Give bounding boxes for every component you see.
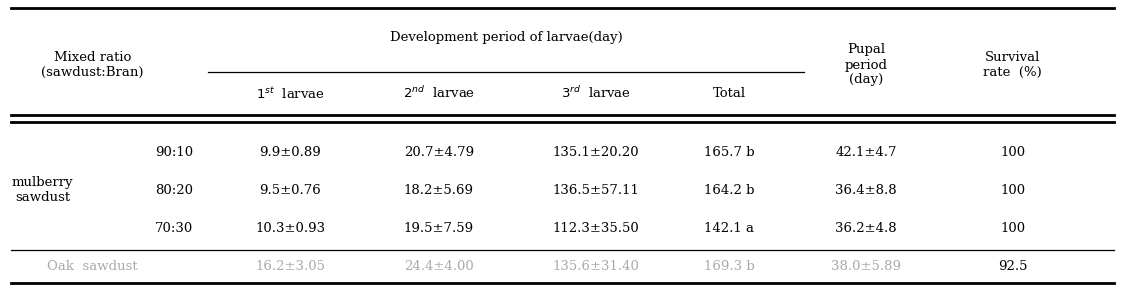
Text: $3^{rd}$  larvae: $3^{rd}$ larvae	[561, 86, 631, 102]
Text: 164.2 b: 164.2 b	[704, 184, 754, 197]
Text: Development period of larvae(day): Development period of larvae(day)	[390, 31, 622, 44]
Text: 90:10: 90:10	[155, 146, 193, 159]
Text: mulberry
sawdust: mulberry sawdust	[12, 176, 73, 204]
Text: $1^{st}$  larvae: $1^{st}$ larvae	[255, 86, 325, 101]
Text: 100: 100	[1000, 146, 1025, 159]
Text: 100: 100	[1000, 222, 1025, 235]
Text: 100: 100	[1000, 184, 1025, 197]
Text: Oak  sawdust: Oak sawdust	[47, 260, 137, 273]
Text: 80:20: 80:20	[155, 184, 193, 197]
Text: 19.5±7.59: 19.5±7.59	[404, 222, 474, 235]
Text: 9.5±0.76: 9.5±0.76	[260, 184, 321, 197]
Text: 10.3±0.93: 10.3±0.93	[255, 222, 325, 235]
Text: $2^{nd}$  larvae: $2^{nd}$ larvae	[403, 86, 475, 102]
Text: 92.5: 92.5	[998, 260, 1027, 273]
Text: 16.2±3.05: 16.2±3.05	[255, 260, 325, 273]
Text: Mixed ratio
(sawdust:Bran): Mixed ratio (sawdust:Bran)	[40, 51, 144, 79]
Text: 165.7 b: 165.7 b	[704, 146, 754, 159]
Text: 24.4±4.00: 24.4±4.00	[404, 260, 474, 273]
Text: Survival
rate  (%): Survival rate (%)	[983, 51, 1042, 79]
Text: 42.1±4.7: 42.1±4.7	[836, 146, 897, 159]
Text: 169.3 b: 169.3 b	[703, 260, 755, 273]
Text: 135.1±20.20: 135.1±20.20	[554, 146, 639, 159]
Text: 36.2±4.8: 36.2±4.8	[836, 222, 897, 235]
Text: 18.2±5.69: 18.2±5.69	[404, 184, 474, 197]
Text: Total: Total	[712, 87, 746, 100]
Text: 70:30: 70:30	[155, 222, 193, 235]
Text: 142.1 a: 142.1 a	[704, 222, 754, 235]
Text: 36.4±8.8: 36.4±8.8	[836, 184, 897, 197]
Text: 20.7±4.79: 20.7±4.79	[404, 146, 474, 159]
Text: 112.3±35.50: 112.3±35.50	[552, 222, 640, 235]
Text: 136.5±57.11: 136.5±57.11	[552, 184, 640, 197]
Text: 135.6±31.40: 135.6±31.40	[552, 260, 640, 273]
Text: Pupal
period
(day): Pupal period (day)	[845, 44, 888, 86]
Text: 9.9±0.89: 9.9±0.89	[260, 146, 321, 159]
Text: 38.0±5.89: 38.0±5.89	[831, 260, 901, 273]
